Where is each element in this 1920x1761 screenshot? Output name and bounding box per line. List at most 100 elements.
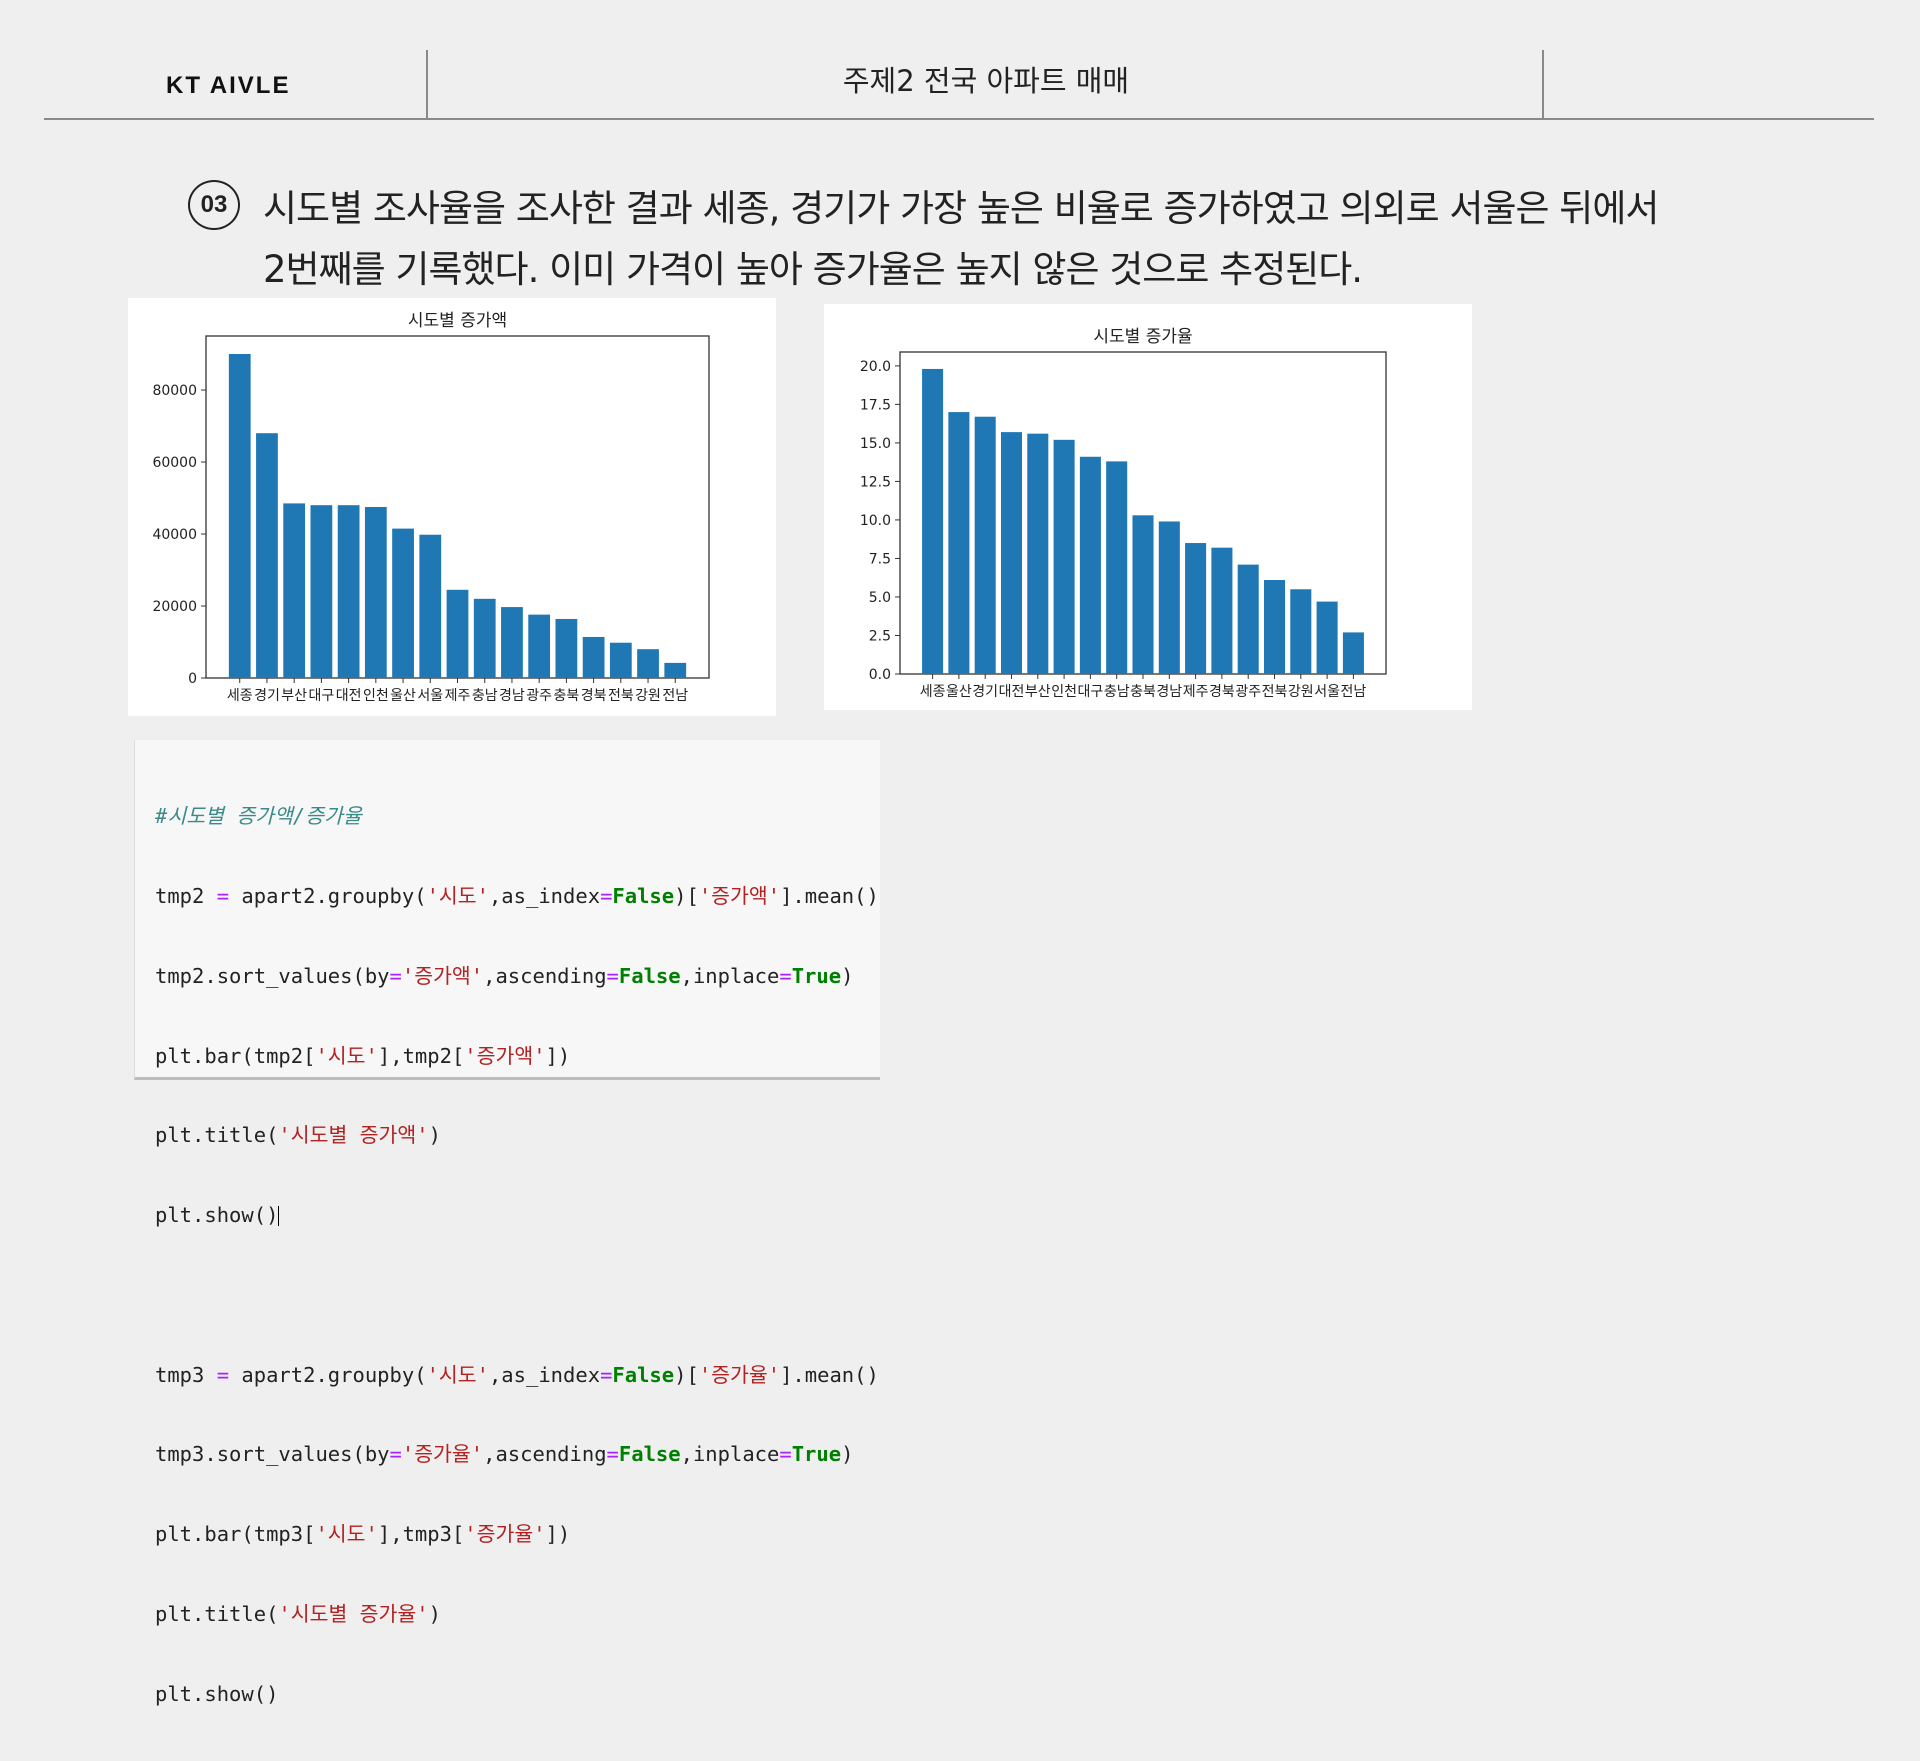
bar — [473, 598, 496, 678]
chart-amount: 시도별 증가액 0 20000 40000 60000 80000 세종 경기 부산 대구 대전 인천… — [152, 311, 710, 704]
bar — [1079, 456, 1101, 674]
brand-logo-text: KT AIVLE — [166, 72, 291, 99]
bar — [528, 614, 551, 678]
chart-rate-panel: 시도별 증가율 0.0 2.5 5.0 7.5 10.0 12.5 15.0 17.5 20.0 세… — [824, 304, 1472, 710]
bar — [1211, 547, 1233, 674]
x-tick-label: 서울 — [417, 688, 443, 704]
y-tick-label: 20000 — [152, 599, 197, 615]
y-tick-label: 20.0 — [860, 359, 891, 375]
x-tick-label: 충북 — [554, 688, 580, 704]
section-description-line1: 시도별 조사율을 조사한 결과 세종, 경기가 가장 높은 비율로 증가하였고 … — [263, 187, 1659, 230]
bar — [310, 505, 333, 678]
bar — [1263, 580, 1286, 674]
y-tick-label: 7.5 — [869, 551, 891, 567]
bar — [609, 642, 632, 678]
y-tick-label: 0.0 — [869, 667, 891, 683]
code-cell[interactable]: #시도별 증가액/증가율 tmp2 = apart2.groupby('시도',… — [134, 740, 880, 1706]
y-tick-label: 12.5 — [860, 474, 891, 490]
bar — [664, 662, 687, 678]
bar — [337, 505, 360, 678]
x-tick-label: 제주 — [445, 688, 471, 704]
chart-title: 시도별 증가액 — [408, 311, 507, 331]
y-tick-label: 15.0 — [860, 436, 891, 452]
x-tick-label: 세종 — [920, 684, 946, 700]
bar — [1185, 543, 1207, 674]
x-tick-label: 경북 — [1209, 684, 1235, 700]
y-tick-label: 5.0 — [869, 590, 891, 606]
x-tick-label: 울산 — [946, 684, 972, 700]
x-tick-label: 경남 — [1156, 684, 1182, 700]
page-title: 주제2 전국 아파트 매매 — [842, 64, 1130, 98]
text-cursor — [278, 1206, 280, 1227]
x-tick-label: 인천 — [1051, 684, 1077, 700]
bar — [922, 368, 944, 674]
bar — [555, 618, 578, 678]
x-tick-label: 서울 — [1314, 684, 1340, 700]
x-tick-label: 전북 — [608, 688, 634, 704]
x-tick-label: 강원 — [1288, 684, 1314, 700]
code-comment: #시도별 증가액/증가율 — [155, 804, 362, 829]
bar — [501, 607, 523, 678]
y-tick-label: 40000 — [152, 527, 197, 543]
bar — [1053, 439, 1075, 674]
x-tick-label: 경남 — [499, 688, 525, 704]
bar — [948, 412, 970, 674]
bar — [392, 528, 414, 678]
x-tick-label: 광주 — [1235, 684, 1261, 700]
code-text[interactable]: #시도별 증가액/증가율 tmp2 = apart2.groupby('시도',… — [155, 804, 879, 1706]
x-tick-label: 제주 — [1183, 684, 1209, 700]
x-tick-label: 경기 — [254, 688, 280, 704]
x-tick-label: 울산 — [390, 688, 416, 704]
chart-amount-panel: 시도별 증가액 0 20000 40000 60000 80000 세종 경기 부산 대구 대전 인천… — [128, 298, 776, 716]
x-tick-label: 경기 — [972, 684, 998, 700]
bar — [446, 589, 469, 678]
x-tick-label: 전남 — [662, 688, 688, 704]
x-tick-label: 충남 — [472, 688, 498, 704]
section-description: 시도별 조사율을 조사한 결과 세종, 경기가 가장 높은 비율로 증가하였고 … — [263, 178, 1723, 300]
header-divider-right — [1542, 50, 1544, 120]
bar — [419, 534, 442, 678]
x-tick-label: 부산 — [1025, 684, 1051, 700]
y-tick-label: 10.0 — [860, 513, 891, 529]
header-underline — [44, 118, 1874, 120]
section-description-line2: 2번째를 기록했다. 이미 가격이 높아 증가율은 높지 않은 것으로 추정된다… — [263, 248, 1363, 291]
bar — [1290, 589, 1312, 674]
bar — [283, 503, 306, 678]
y-tick-label: 0 — [188, 671, 197, 687]
x-tick-label: 인천 — [363, 688, 389, 704]
x-tick-label: 대전 — [999, 684, 1025, 700]
x-tick-label: 전남 — [1341, 684, 1367, 700]
header-divider-left — [426, 50, 428, 120]
y-tick-label: 60000 — [152, 455, 197, 471]
chart-rate: 시도별 증가율 0.0 2.5 5.0 7.5 10.0 12.5 15.0 17.5 20.0 세… — [860, 327, 1387, 700]
bar — [1342, 632, 1364, 674]
bar — [364, 507, 387, 678]
x-tick-label: 세종 — [227, 688, 253, 704]
bar — [637, 649, 659, 678]
y-tick-label: 2.5 — [869, 628, 891, 644]
x-tick-label: 대전 — [336, 688, 362, 704]
chart-title: 시도별 증가율 — [1093, 327, 1192, 347]
bar — [1237, 564, 1259, 674]
bar — [1316, 601, 1338, 674]
bar — [1027, 433, 1049, 674]
bar — [974, 416, 996, 674]
x-tick-label: 충북 — [1130, 684, 1156, 700]
x-tick-label: 경북 — [581, 688, 607, 704]
y-tick-label: 17.5 — [860, 397, 891, 413]
x-tick-label: 대구 — [309, 688, 335, 704]
section-number-badge: 03 — [188, 180, 240, 230]
x-tick-label: 충남 — [1104, 684, 1130, 700]
x-tick-label: 부산 — [281, 688, 307, 704]
y-tick-label: 80000 — [152, 383, 197, 399]
bar — [1158, 521, 1180, 674]
bar — [1106, 461, 1128, 674]
bar — [1000, 432, 1023, 674]
x-tick-label: 광주 — [526, 688, 552, 704]
x-tick-label: 전북 — [1262, 684, 1288, 700]
bar — [1132, 515, 1154, 674]
x-tick-label: 대구 — [1078, 684, 1104, 700]
bar — [256, 433, 278, 678]
bar — [228, 354, 251, 678]
x-tick-label: 강원 — [635, 688, 661, 704]
